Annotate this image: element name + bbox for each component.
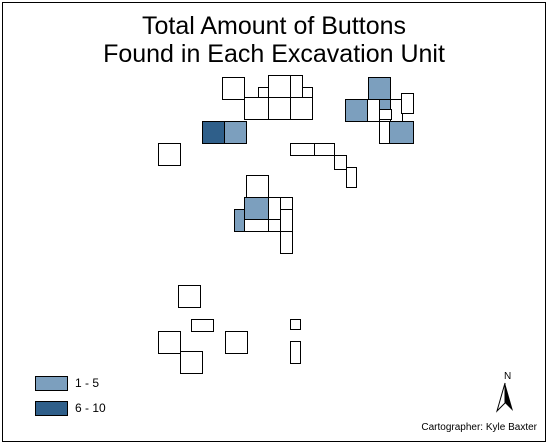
excavation-unit [367, 99, 380, 122]
excavation-unit [180, 351, 203, 374]
cartographer-credit: Cartographer: Kyle Baxter [421, 422, 537, 433]
excavation-unit [379, 109, 392, 120]
excavation-unit [258, 87, 269, 98]
excavation-unit [234, 209, 245, 232]
excavation-unit [268, 97, 291, 120]
excavation-unit [290, 341, 301, 364]
excavation-unit [314, 143, 335, 156]
map-title-line-1: Total Amount of Buttons [141, 12, 407, 40]
excavation-unit [268, 197, 281, 220]
excavation-unit [158, 143, 181, 166]
excavation-unit [345, 99, 368, 122]
excavation-unit [302, 87, 313, 98]
excavation-unit [222, 77, 245, 100]
excavation-unit [244, 97, 269, 120]
excavation-unit [390, 99, 403, 122]
excavation-unit [268, 219, 281, 232]
excavation-unit [191, 319, 214, 332]
excavation-unit [401, 93, 414, 114]
excavation-unit [368, 77, 391, 100]
excavation-unit [246, 175, 269, 198]
north-arrow-icon [495, 382, 513, 413]
map-title-line-2: Found in Each Excavation Unit [103, 40, 445, 68]
excavation-unit [290, 319, 301, 330]
excavation-unit [244, 197, 269, 220]
excavation-unit [290, 143, 315, 156]
map-frame: Total Amount of Buttons Found in Each Ex… [2, 2, 546, 442]
excavation-unit [280, 209, 293, 232]
excavation-unit [280, 231, 293, 254]
excavation-unit [158, 331, 181, 354]
legend-swatch-6-10 [35, 401, 68, 416]
excavation-unit [389, 121, 414, 144]
north-label: N [504, 371, 512, 382]
legend-label-6-10: 6 - 10 [75, 401, 106, 415]
excavation-unit [202, 121, 225, 144]
legend-swatch-1-5 [35, 376, 68, 391]
excavation-unit [268, 75, 291, 98]
excavation-unit [224, 121, 247, 144]
excavation-unit [334, 155, 347, 170]
excavation-unit [290, 75, 303, 98]
excavation-unit [244, 219, 269, 232]
excavation-unit [280, 197, 293, 210]
excavation-units-map [158, 75, 414, 374]
excavation-unit [379, 121, 390, 144]
excavation-unit [178, 285, 201, 308]
legend-label-1-5: 1 - 5 [75, 376, 100, 390]
excavation-unit [290, 97, 313, 120]
excavation-unit [346, 167, 357, 188]
excavation-unit [225, 331, 248, 354]
